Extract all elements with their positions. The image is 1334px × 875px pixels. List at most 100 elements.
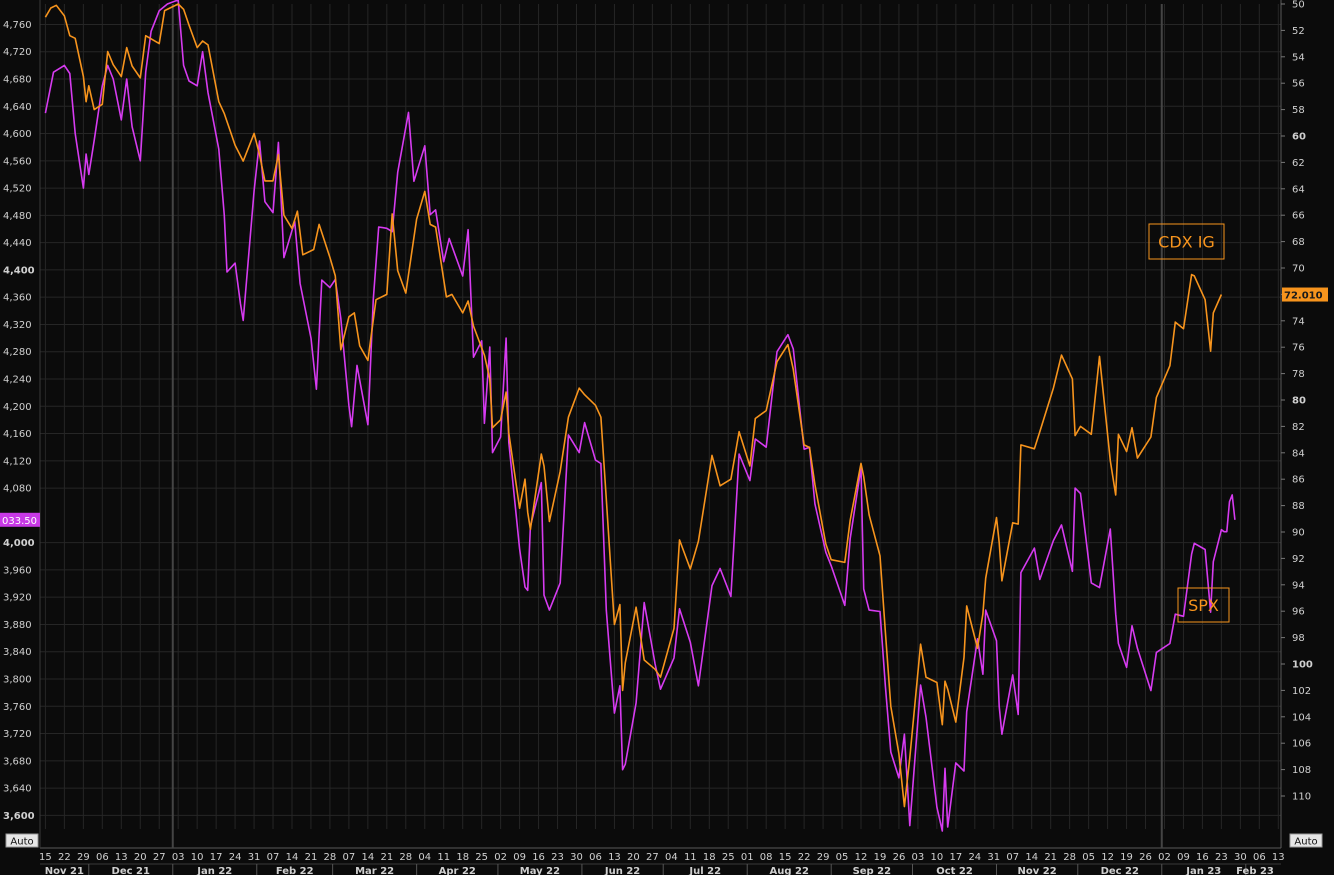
right-tick-label: 84 [1292,448,1305,459]
left-tick-label: 3,680 [3,756,32,767]
x-day-tick-label: 01 [741,852,754,863]
x-day-tick-label: 04 [665,852,678,863]
x-day-tick-label: 24 [968,852,981,863]
right-tick-label: 100 [1292,660,1313,671]
left-tick-label: 4,440 [3,238,32,249]
left-tick-label: 3,800 [3,675,32,686]
x-day-tick-label: 04 [418,852,431,863]
right-tick-label: 110 [1292,792,1311,803]
auto-button-bg [5,833,39,848]
left-tick-label: 4,160 [3,429,32,440]
auto-button-label: Auto [1294,837,1317,848]
left-tick-label: 4,640 [3,102,32,113]
grid [39,0,1282,849]
x-day-tick-label: 16 [1196,852,1209,863]
x-day-tick-label: 12 [855,852,868,863]
x-month-label: Jul 22 [688,866,721,875]
x-day-tick-label: 31 [987,852,1000,863]
x-axis: 15 22 29 06 13 20 27 03 10 17 24 31 07 14 21 28 07 14 21 28… [5,833,1323,875]
right-tick-label: 64 [1292,184,1305,195]
right-tick-label: 68 [1292,237,1305,248]
x-day-tick-label: 31 [248,852,261,863]
x-day-tick-label: 06 [1253,852,1266,863]
right-auto-scale-button[interactable]: Auto [1289,833,1323,848]
x-day-tick-label: 26 [893,852,906,863]
left-tick-label: 4,520 [3,184,32,195]
x-day-tick-label: 03 [172,852,185,863]
left-tick-label: 4,200 [3,402,32,413]
right-tick-label: 58 [1292,105,1305,116]
left-tick-label: 4,000 [3,538,35,549]
right-tick-label: 50 [1292,0,1305,11]
right-tick-label: 94 [1292,580,1305,591]
right-tick-label: 66 [1292,211,1305,222]
x-day-tick-label: 21 [380,852,393,863]
x-day-tick-label: 08 [760,852,773,863]
right-tick-label: 98 [1292,633,1305,644]
x-day-tick-label: 09 [1177,852,1190,863]
x-day-tick-label: 17 [210,852,223,863]
left-tick-label: 3,640 [3,784,32,795]
x-month-label: Mar 22 [355,866,394,875]
x-day-tick-label: 22 [798,852,811,863]
x-day-tick-label: 12 [1101,852,1114,863]
left-tick-label: 4,760 [3,20,32,31]
x-day-tick-label: 24 [229,852,242,863]
x-day-tick-label: 07 [267,852,280,863]
left-tick-label: 4,600 [3,129,32,140]
x-day-tick-label: 11 [437,852,450,863]
right-tick-label: 106 [1292,739,1311,750]
x-day-tick-label: 15 [779,852,792,863]
x-day-tick-label: 09 [513,852,526,863]
x-month-label: Nov 21 [45,866,84,875]
annotation-label: CDX IG [1158,233,1215,252]
x-day-tick-label: 07 [343,852,356,863]
left-tick-label: 4,360 [3,293,32,304]
left-auto-scale-button[interactable]: Auto [5,833,39,848]
left-tick-label: 4,240 [3,375,32,386]
left-tick-label: 3,920 [3,593,32,604]
x-day-tick-label: 13 [1272,852,1285,863]
x-month-label: Jan 23 [1185,866,1221,875]
right-tick-label: 80 [1292,396,1306,407]
x-day-tick-label: 10 [931,852,944,863]
x-day-tick-label: 23 [1215,852,1228,863]
x-day-tick-label: 21 [305,852,318,863]
right-tick-label: 74 [1292,316,1305,327]
series-line-spx [44,0,1236,832]
left-tick-label: 4,680 [3,75,32,86]
x-day-tick-label: 06 [589,852,602,863]
left-axis: 4,760 4,720 4,680 4,640 4,600 4,560 4,520 4,480… [3,20,35,822]
right-tick-label: 90 [1292,528,1305,539]
right-tick-label: 54 [1292,52,1305,63]
x-month-label: Aug 22 [769,866,808,875]
right-tick-label: 88 [1292,501,1305,512]
x-day-tick-label: 19 [1120,852,1133,863]
x-day-tick-label: 27 [153,852,166,863]
x-day-tick-label: 07 [1006,852,1019,863]
x-month-label: Dec 21 [112,866,150,875]
x-day-tick-label: 29 [77,852,90,863]
x-month-label: Feb 22 [276,866,314,875]
x-day-tick-label: 03 [912,852,925,863]
x-day-tick-label: 23 [551,852,564,863]
x-day-tick-label: 14 [286,852,299,863]
x-month-label: May 22 [520,866,560,875]
right-tick-label: 60 [1292,132,1306,143]
x-day-tick-label: 13 [608,852,621,863]
left-tick-label: 4,480 [3,211,32,222]
x-day-tick-label: 14 [361,852,374,863]
annotation-label: SPX [1188,596,1219,615]
right-tick-label: 104 [1292,712,1311,723]
x-month-label: Apr 22 [439,866,476,875]
spx-last-value-label: 033.50 [2,516,37,527]
x-day-tick-label: 15 [39,852,52,863]
auto-button-label: Auto [10,837,33,848]
series-lines [44,0,1236,832]
spx-last-value-badge [0,512,40,527]
right-tick-label: 76 [1292,343,1305,354]
x-day-tick-label: 28 [324,852,337,863]
year-separators [171,4,1163,848]
